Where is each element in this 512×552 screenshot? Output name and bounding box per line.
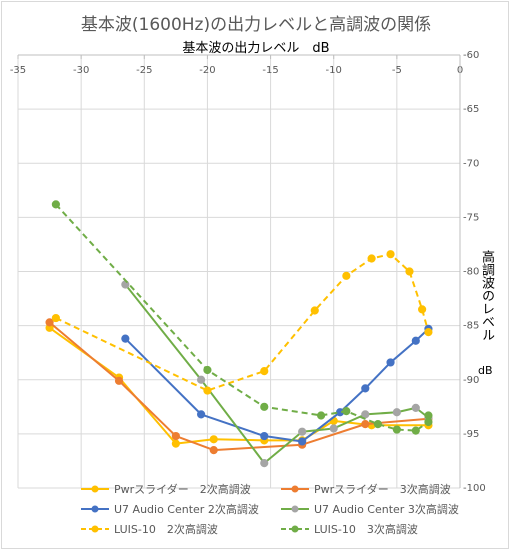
data-point bbox=[171, 431, 180, 441]
data-point bbox=[424, 328, 433, 337]
data-point bbox=[373, 420, 383, 429]
data-point bbox=[342, 271, 351, 280]
data-point bbox=[392, 425, 401, 434]
data-point bbox=[367, 254, 376, 263]
data-point bbox=[298, 437, 307, 446]
legend-item: LUIS-10 3次高調波 bbox=[280, 522, 418, 536]
data-point bbox=[260, 366, 269, 376]
data-point bbox=[114, 376, 124, 385]
data-point bbox=[121, 334, 130, 343]
legend-label: Pwrスライダー 3次高調波 bbox=[314, 483, 451, 496]
data-point bbox=[329, 424, 338, 433]
data-point bbox=[51, 313, 60, 323]
y-tick-label: -100 bbox=[463, 483, 486, 494]
data-point bbox=[260, 431, 269, 441]
data-point bbox=[411, 426, 420, 435]
y-axis-unit: dB bbox=[478, 364, 493, 377]
data-point bbox=[203, 365, 212, 375]
legend-swatch bbox=[281, 525, 309, 533]
data-point bbox=[361, 384, 370, 393]
data-point bbox=[203, 386, 212, 395]
data-point bbox=[411, 336, 420, 345]
series-line-6 bbox=[55, 203, 430, 432]
x-tick-label: -10 bbox=[326, 65, 342, 76]
y-tick-label: -60 bbox=[463, 50, 479, 61]
data-point bbox=[424, 411, 433, 420]
y-tick-label: -75 bbox=[463, 212, 479, 223]
y-axis-title: 高調波のレベル bbox=[479, 250, 494, 341]
legend-label: U7 Audio Center 3次高調波 bbox=[314, 503, 459, 516]
legend-item: LUIS-10 2次高調波 bbox=[80, 522, 218, 536]
data-point bbox=[342, 407, 351, 416]
y-tick-label: -70 bbox=[463, 158, 479, 169]
y-tick-label: -95 bbox=[463, 429, 479, 440]
legend-swatch bbox=[281, 485, 309, 493]
data-point bbox=[209, 435, 218, 444]
data-point bbox=[418, 305, 427, 314]
legend-label: Pwrスライダー 2次高調波 bbox=[114, 483, 251, 496]
data-point bbox=[51, 200, 60, 209]
data-point bbox=[361, 420, 370, 429]
legend-swatch bbox=[81, 505, 109, 513]
data-point bbox=[310, 306, 319, 315]
data-point bbox=[171, 439, 180, 448]
data-point bbox=[411, 403, 420, 412]
legend-swatch bbox=[281, 505, 309, 513]
data-point bbox=[405, 267, 414, 276]
x-tick-label: -35 bbox=[10, 65, 26, 76]
legend-swatch bbox=[81, 525, 109, 533]
x-tick-label: -25 bbox=[136, 65, 152, 76]
x-tick-label: -5 bbox=[392, 65, 402, 76]
legend-item: Pwrスライダー 2次高調波 bbox=[80, 482, 251, 496]
data-point bbox=[298, 427, 307, 436]
legend-item: U7 Audio Center 3次高調波 bbox=[280, 502, 459, 516]
series-line-5 bbox=[55, 253, 430, 392]
x-tick-label: -30 bbox=[73, 65, 89, 76]
data-point bbox=[260, 459, 269, 468]
y-tick-label: -85 bbox=[463, 321, 479, 332]
data-point bbox=[386, 358, 395, 367]
x-axis-title: 基本波の出力レベル dB bbox=[182, 41, 330, 56]
data-point bbox=[197, 375, 206, 384]
legend-label: U7 Audio Center 2次高調波 bbox=[114, 503, 259, 516]
x-tick-label: -20 bbox=[199, 65, 215, 76]
legend-item: Pwrスライダー 3次高調波 bbox=[280, 482, 451, 496]
y-tick-label: -90 bbox=[463, 375, 479, 386]
y-tick-label: -65 bbox=[463, 104, 479, 115]
data-point bbox=[386, 250, 395, 259]
data-point bbox=[209, 446, 218, 455]
data-point bbox=[260, 402, 269, 411]
legend-label: LUIS-10 2次高調波 bbox=[114, 523, 218, 536]
data-point bbox=[316, 411, 326, 420]
legend-label: LUIS-10 3次高調波 bbox=[314, 523, 418, 536]
x-tick-label: -15 bbox=[262, 65, 278, 76]
data-point bbox=[45, 318, 54, 327]
data-point bbox=[197, 410, 206, 419]
data-point bbox=[392, 408, 401, 417]
legend-swatch bbox=[81, 485, 109, 493]
y-tick-label: -80 bbox=[463, 267, 479, 278]
chart-title: 基本波(1600Hz)の出力レベルと高調波の関係 bbox=[80, 15, 432, 35]
legend-item: U7 Audio Center 2次高調波 bbox=[80, 502, 259, 516]
